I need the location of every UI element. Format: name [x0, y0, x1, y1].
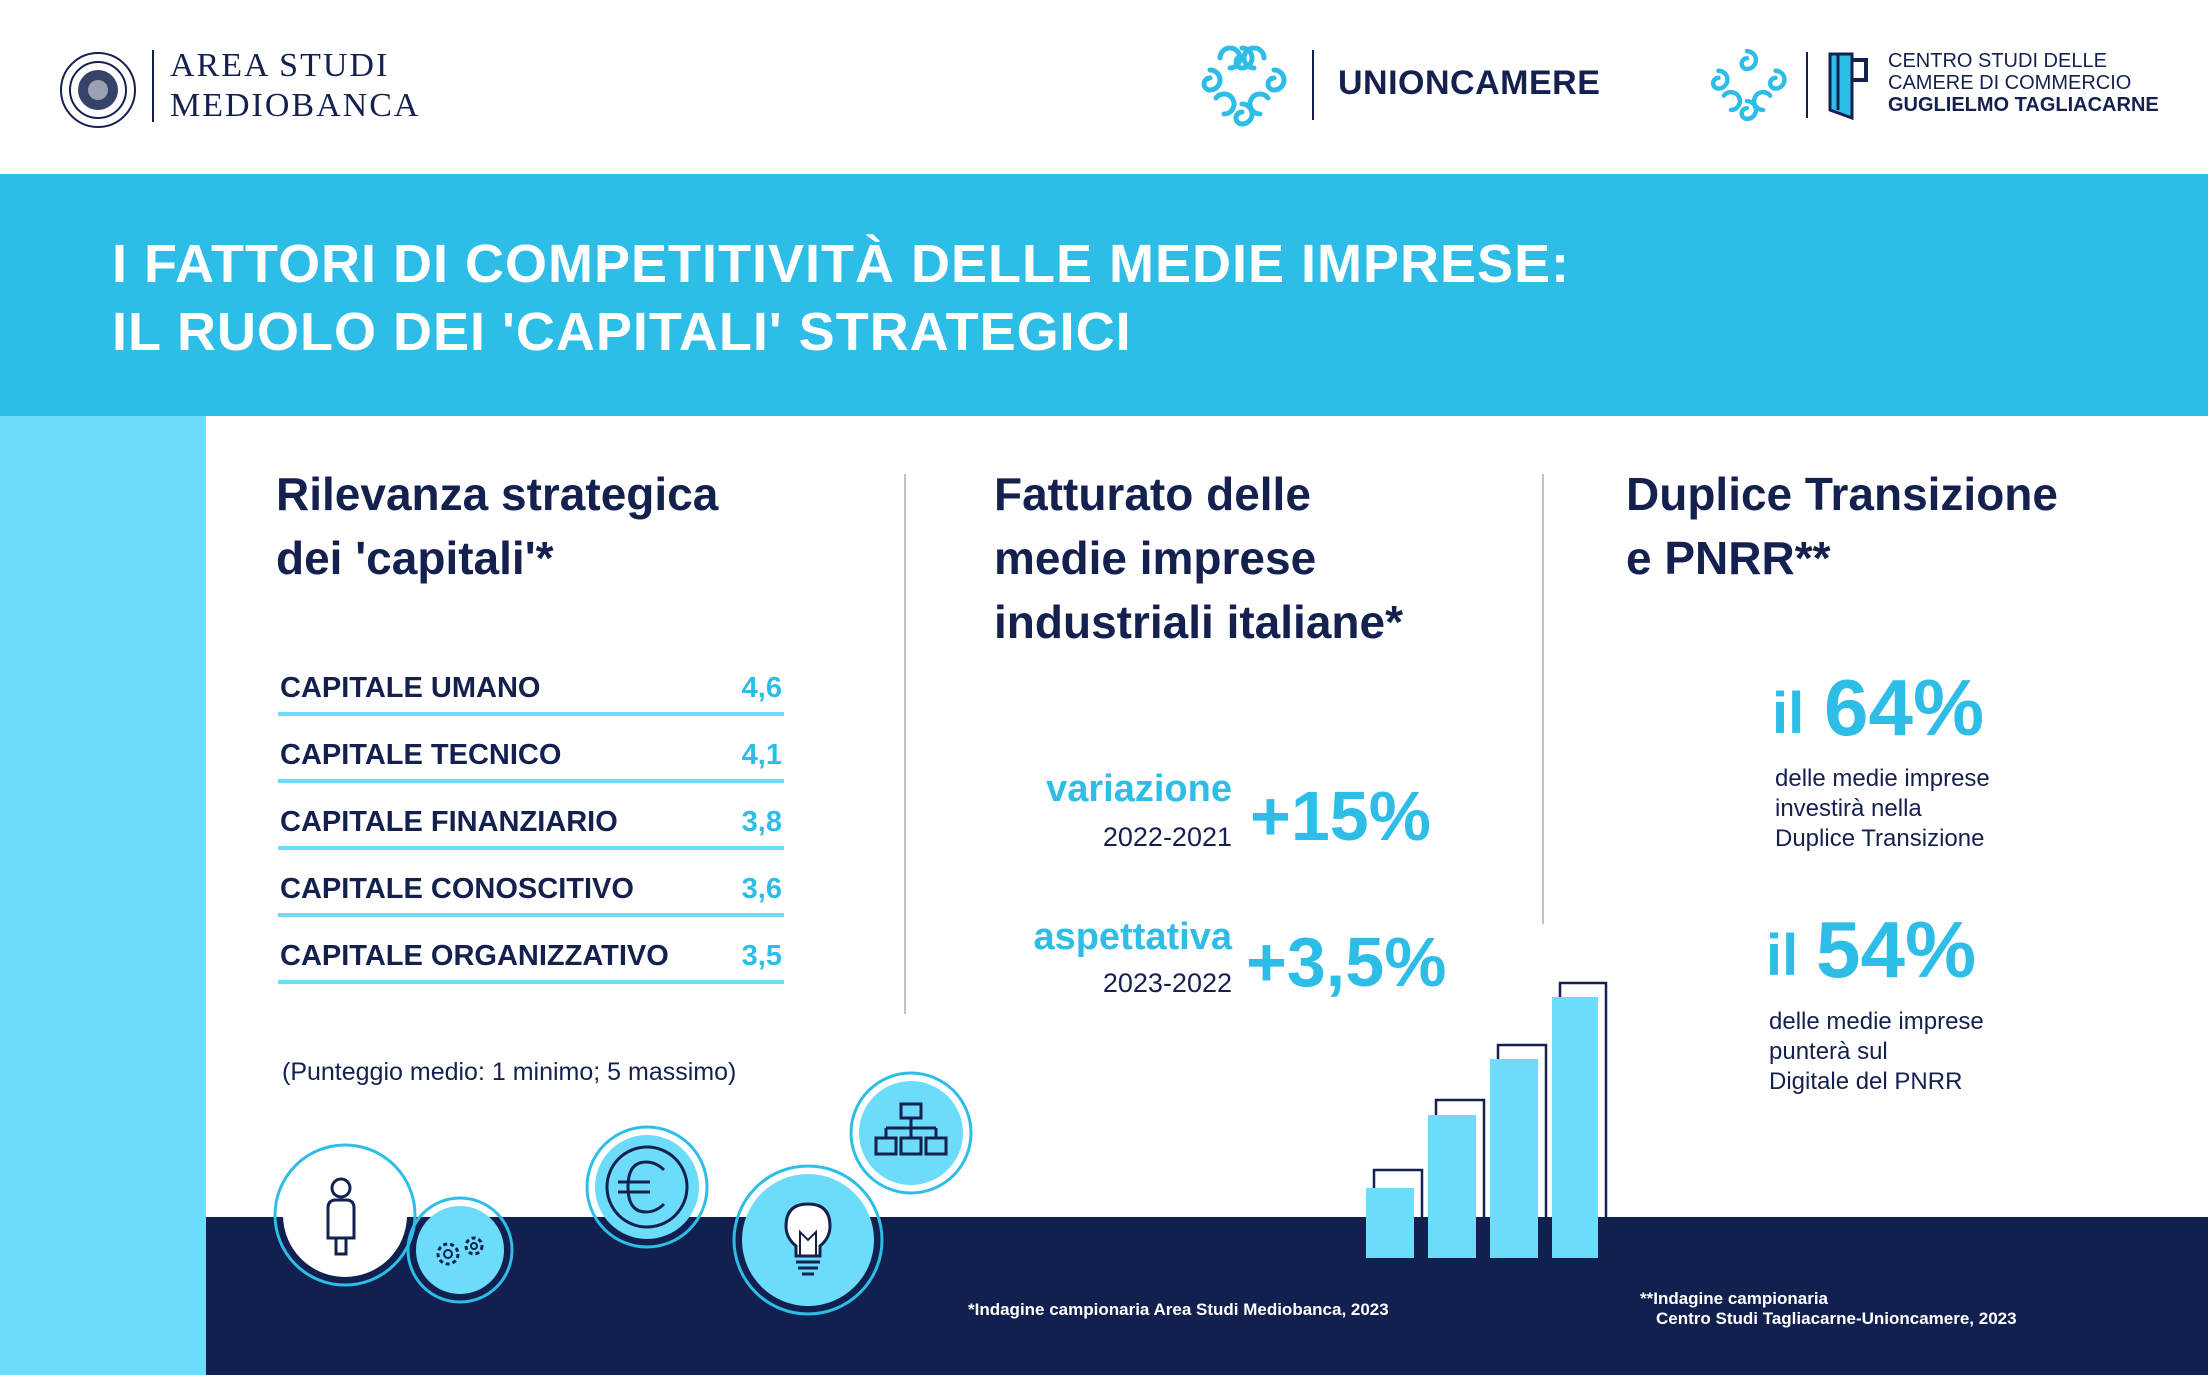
tagliacarne-line3: GUGLIELMO TAGLIACARNE: [1888, 94, 2159, 116]
lightbulb-icon: [732, 1164, 884, 1316]
variation-years: 2022-2021: [1102, 822, 1232, 852]
capital-label: CAPITALE FINANZIARIO: [280, 806, 618, 838]
transition-title-line2: e PNRR**: [1626, 532, 1831, 584]
org-chart-icon: [849, 1071, 973, 1195]
mediobanca-seal-icon: [60, 52, 136, 128]
title-banner: I FATTORI DI COMPETITIVITÀ DELLE MEDIE I…: [0, 174, 2208, 416]
section-divider: [904, 474, 906, 1014]
capital-row: CAPITALE FINANZIARIO 3,8: [278, 800, 784, 850]
banner-title-line2: IL RUOLO DEI 'CAPITALI' STRATEGICI: [112, 302, 1132, 362]
header-divider-mediobanca: [152, 50, 154, 122]
gears-icon: [406, 1196, 514, 1304]
variation-value: +15%: [1250, 777, 1431, 855]
variation-label: variazione: [1046, 768, 1232, 810]
person-icon: [273, 1143, 417, 1287]
revenue-title-line2: medie imprese: [994, 532, 1317, 584]
capital-value: 3,6: [741, 873, 782, 905]
unioncamere-name: UNIONCAMERE: [1338, 64, 1601, 102]
stat2-line3: Digitale del PNRR: [1769, 1068, 1963, 1095]
capital-row: CAPITALE ORGANIZZATIVO 3,5: [278, 934, 784, 984]
tagliacarne-line2: CAMERE DI COMMERCIO: [1888, 72, 2132, 94]
transition-title-line1: Duplice Transizione: [1626, 468, 2058, 520]
revenue-title-line3: industriali italiane*: [994, 596, 1403, 648]
footnote-mediobanca: *Indagine campionaria Area Studi Medioba…: [968, 1300, 1389, 1319]
tagliacarne-swirl-icon: [1710, 48, 1787, 122]
stat1-prefix: il: [1772, 681, 1805, 746]
stat2-prefix: il: [1766, 923, 1799, 988]
footnote-tagliacarne-line2: Centro Studi Tagliacarne-Unioncamere, 20…: [1656, 1309, 2017, 1328]
stat2-value: 54%: [1816, 905, 1977, 994]
header-divider-unioncamere: [1312, 50, 1314, 120]
side-strip: [0, 416, 206, 1375]
growth-bars-icon: [1366, 981, 1608, 1258]
tagliacarne-line1: CENTRO STUDI DELLE: [1888, 50, 2107, 72]
capital-row: CAPITALE CONOSCITIVO 3,6: [278, 867, 784, 917]
scale-note: (Punteggio medio: 1 minimo; 5 massimo): [282, 1058, 737, 1086]
section-divider: [1542, 474, 1544, 924]
stat1-line1: delle medie imprese: [1775, 765, 1990, 792]
footnote-tagliacarne-line1: **Indagine campionaria: [1640, 1289, 1828, 1308]
tagliacarne-emblem-icon: [1828, 52, 1868, 121]
banner-title-line1: I FATTORI DI COMPETITIVITÀ DELLE MEDIE I…: [112, 234, 1571, 294]
capital-value: 3,5: [741, 940, 782, 972]
bottom-band: [206, 1217, 2208, 1375]
stat1-line3: Duplice Transizione: [1775, 825, 1985, 852]
unioncamere-swirl-icon: [1201, 45, 1287, 127]
euro-icon: [585, 1125, 709, 1249]
capital-value: 3,8: [741, 806, 782, 838]
mediobanca-logo-line2: MEDIOBANCA: [170, 87, 421, 124]
revenue-title-line1: Fatturato delle: [994, 468, 1311, 520]
mediobanca-logo-line1: AREA STUDI: [170, 47, 390, 84]
capital-label: CAPITALE UMANO: [280, 672, 541, 704]
expectation-label: aspettativa: [1033, 916, 1232, 958]
capital-value: 4,6: [741, 672, 782, 704]
expectation-value: +3,5%: [1246, 923, 1447, 1001]
stat1-line2: investirà nella: [1775, 795, 1922, 822]
capitals-title-line2: dei 'capitali'*: [276, 532, 554, 584]
capital-label: CAPITALE TECNICO: [280, 739, 562, 771]
capital-row: CAPITALE TECNICO 4,1: [278, 733, 784, 783]
stat1-value: 64%: [1824, 663, 1985, 752]
capital-value: 4,1: [741, 739, 782, 771]
capital-row: CAPITALE UMANO 4,6: [278, 666, 784, 716]
capital-label: CAPITALE CONOSCITIVO: [280, 873, 634, 905]
stat2-line2: punterà sul: [1769, 1038, 1888, 1065]
capitals-title-line1: Rilevanza strategica: [276, 468, 719, 520]
header-divider-tagliacarne: [1806, 52, 1808, 118]
expectation-years: 2023-2022: [1102, 968, 1232, 998]
capital-label: CAPITALE ORGANIZZATIVO: [280, 940, 669, 972]
header: AREA STUDI MEDIOBANCA UNIONCAMERE: [0, 0, 2208, 174]
stat2-line1: delle medie imprese: [1769, 1008, 1984, 1035]
